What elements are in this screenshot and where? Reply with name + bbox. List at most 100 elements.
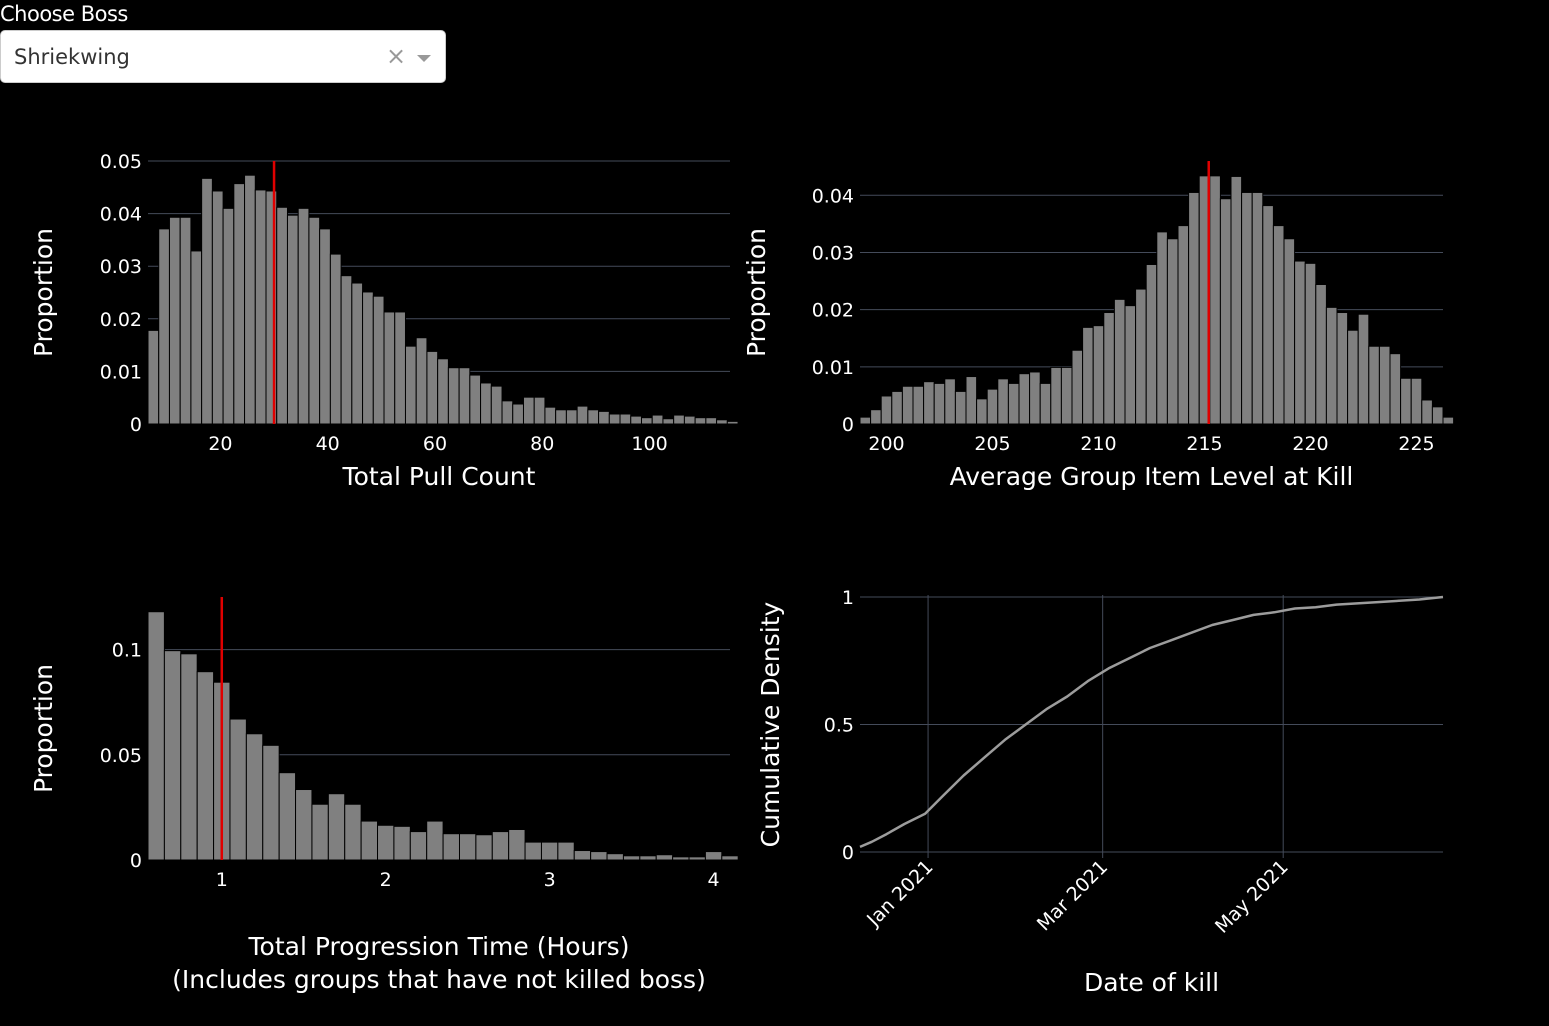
x-tick-label: May 2021 — [1211, 856, 1293, 938]
histogram-bar — [704, 851, 723, 861]
y-tick-label: 0.05 — [100, 151, 142, 173]
histogram-bar — [598, 410, 610, 425]
histogram-bar — [295, 789, 313, 861]
histogram-bar — [158, 228, 170, 425]
histogram-bar — [544, 406, 557, 425]
histogram-bar — [1251, 191, 1264, 425]
histogram-bar — [244, 174, 256, 425]
histogram-bar — [469, 374, 482, 425]
histogram-bar — [311, 803, 329, 861]
histogram-bar — [1113, 298, 1126, 425]
x-axis-title-line2: (Includes groups that have not killed bo… — [172, 965, 706, 994]
histogram-bar — [1294, 260, 1306, 425]
histogram-bar — [1272, 225, 1285, 425]
histogram-bar — [1378, 345, 1391, 425]
histogram-bar — [640, 417, 653, 425]
histogram-bar — [1421, 399, 1433, 425]
boss-dropdown-value: Shriekwing — [14, 45, 130, 69]
histogram-bar — [1389, 353, 1402, 425]
pull-count-histogram: 0 0.01 0.02 0.03 0.04 0.05 20 40 60 80 100 Total Pu… — [29, 151, 739, 491]
histogram-bar — [1283, 238, 1296, 425]
histogram-bar — [1092, 325, 1105, 425]
histogram-bar — [565, 409, 578, 425]
histogram-bar — [297, 207, 310, 425]
kill-date-cdf: 0 0.5 1 Jan 2021 Mar 2021 May 2021 Date of kil… — [756, 587, 1444, 997]
histogram-bar — [1400, 377, 1412, 425]
histogram-bar — [590, 851, 608, 861]
y-tick-label: 0.1 — [112, 640, 142, 662]
histogram-bar — [222, 207, 235, 425]
clear-icon[interactable]: × — [386, 42, 407, 70]
x-tick-label: 200 — [868, 433, 904, 455]
histogram-bar — [278, 772, 297, 861]
histogram-bar — [262, 744, 280, 861]
histogram-bar — [201, 177, 213, 425]
histogram-bar — [190, 250, 203, 425]
histogram-bar — [508, 828, 526, 861]
x-tick-label: 40 — [316, 433, 340, 455]
histogram-bar — [276, 206, 288, 425]
histogram-bar — [639, 855, 657, 861]
histogram-bar — [475, 834, 493, 861]
histogram-bar — [1166, 238, 1179, 425]
histogram-bar — [147, 611, 165, 861]
histogram-bar — [694, 417, 707, 425]
histogram-bar — [1060, 366, 1073, 425]
histogram-bar — [1145, 263, 1158, 425]
y-tick-label: 0.03 — [812, 242, 854, 264]
histogram-bar — [344, 803, 362, 861]
histogram-bar — [426, 820, 444, 861]
histogram-bar — [1410, 377, 1423, 425]
histogram-bar — [1336, 312, 1349, 425]
x-tick-label: 220 — [1292, 433, 1328, 455]
x-tick-label: Jan 2021 — [862, 856, 937, 931]
histogram-bar — [415, 337, 428, 425]
histogram-bar — [1103, 312, 1115, 425]
histogram-bar — [1007, 382, 1020, 425]
x-tick-label: 2 — [380, 869, 392, 891]
x-tick-label: 100 — [631, 433, 667, 455]
y-tick-label: 0 — [130, 414, 142, 436]
x-axis-title: Date of kill — [1084, 968, 1219, 997]
histogram-bar — [163, 650, 182, 861]
histogram-bar — [1188, 191, 1200, 425]
histogram-bar — [1124, 305, 1137, 425]
y-tick-label: 0.04 — [100, 204, 142, 226]
x-axis-title: Total Pull Count — [342, 462, 536, 491]
histogram-bar — [501, 400, 514, 425]
x-axis-title: Total Progression Time (Hours) — [248, 932, 630, 961]
histogram-bar — [1357, 313, 1370, 425]
x-tick-label: 20 — [208, 433, 232, 455]
y-tick-label: 1 — [842, 587, 854, 609]
histogram-bar — [394, 311, 406, 425]
x-tick-label: 80 — [530, 433, 554, 455]
histogram-bar — [880, 395, 893, 425]
histogram-bar — [655, 854, 674, 861]
chevron-down-icon[interactable] — [417, 55, 431, 62]
boss-dropdown[interactable]: Shriekwing × — [0, 30, 446, 83]
dropdown-label: Choose Boss — [0, 2, 128, 26]
x-tick-label: 3 — [544, 869, 556, 891]
histogram-bar — [522, 396, 535, 425]
histogram-bar — [672, 856, 690, 861]
histogram-bar — [1039, 382, 1052, 425]
item-level-histogram: 0 0.01 0.02 0.03 0.04 200 205 210 215 220 225 Avera… — [742, 161, 1455, 491]
y-tick-label: 0.04 — [812, 185, 854, 207]
histogram-bar — [726, 420, 739, 425]
histogram-bar — [965, 376, 978, 425]
histogram-bar — [329, 253, 342, 425]
y-axis-title: Proportion — [742, 228, 771, 357]
histogram-bar — [1156, 231, 1168, 425]
histogram-bar — [286, 214, 299, 425]
histogram-bar — [360, 820, 379, 861]
x-tick-label: 205 — [974, 433, 1010, 455]
histogram-bar — [997, 378, 1009, 425]
histogram-bar — [619, 413, 632, 425]
y-tick-label: 0.02 — [100, 309, 142, 331]
y-axis-title: Proportion — [29, 228, 58, 357]
histogram-bar — [168, 216, 181, 425]
y-tick-label: 0.01 — [100, 361, 142, 383]
histogram-bar — [1177, 225, 1190, 425]
histogram-bar — [683, 415, 696, 425]
